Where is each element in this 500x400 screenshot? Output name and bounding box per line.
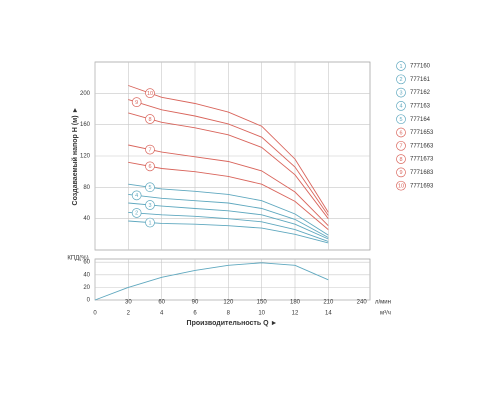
curve [94,262,329,301]
x-tick-label: 12 [292,311,299,317]
x2-tick-label: 150 [257,300,268,306]
curve-marker [145,182,155,193]
curve-marker [131,208,142,218]
y-tick-label: 80 [83,185,90,191]
curve-marker-label: 6 [148,164,151,170]
legend-label: 777163 [410,103,431,109]
curve [128,99,329,216]
curve-marker-label: 9 [135,100,138,106]
y-axis-label: Создаваемый напор H (м) ► [71,107,79,206]
y-tick-label: 0 [87,298,91,304]
legend-marker [396,114,406,125]
legend-marker-label: 4 [399,104,402,110]
x-tick-label: 2 [127,311,131,317]
x2-tick-label: 180 [290,300,301,306]
legend-marker-label: 1 [399,64,402,70]
legend-label: 777160 [410,64,431,70]
curve-marker-label: 5 [148,185,151,191]
curve-marker-label: 2 [135,211,138,217]
x2-tick-label: 240 [357,300,368,306]
curve-marker-label: 1 [148,220,151,226]
legend-marker-label: 3 [399,90,402,96]
curve [128,144,329,227]
curve-marker-label: 10 [147,91,153,97]
legend-marker [396,167,406,178]
curve-marker [145,217,155,228]
curve-marker [145,88,155,98]
y-tick-label: 200 [80,91,91,97]
legend-marker-label: 7 [399,144,402,150]
legend-label: 7771693 [410,183,434,189]
legend-marker [396,127,406,138]
legend-label: 7771673 [410,157,434,163]
x2-tick-label: 90 [192,300,199,306]
curve [128,183,329,236]
legend-label: 777164 [410,117,431,123]
x-tick-label: 14 [325,311,332,317]
x2-tick-label: 30 [125,300,132,306]
y-tick-label: 120 [80,154,91,160]
curve [128,220,329,244]
curve-marker-label: 7 [148,147,151,153]
legend-marker [396,140,406,151]
x2-unit: л/мин [375,300,391,306]
legend-marker-label: 9 [399,170,402,176]
legend-marker-label: 10 [398,183,404,189]
x2-tick-label: 210 [323,300,334,306]
legend-marker [396,74,406,85]
legend-marker [396,154,406,164]
legend-marker-label: 6 [399,130,402,136]
curve-marker [131,97,142,107]
x-tick-label: 4 [160,311,164,317]
y-axis-label: КПД(%) [67,256,88,262]
curve [128,161,329,230]
legend-marker [396,101,406,111]
legend-marker [396,180,406,191]
x-unit: м³/ч [380,311,391,317]
curve-marker-label: 8 [148,117,151,123]
x-axis-label: Производительность Q ► [187,320,278,327]
x2-tick-label: 120 [223,300,234,306]
x2-tick-label: 60 [158,300,165,306]
legend-label: 7771653 [410,130,434,136]
legend-marker-label: 8 [399,157,402,163]
curve [128,85,329,213]
curve-marker-label: 3 [148,203,151,209]
legend-marker-label: 5 [399,117,402,123]
legend-marker [396,87,406,98]
curve [128,202,329,240]
curve [128,211,329,242]
curve-marker [131,190,142,201]
legend-label: 777162 [410,90,431,96]
curve [128,112,329,219]
x-tick-label: 6 [193,311,197,317]
legend-label: 7771683 [410,170,434,176]
legend-label: 7771663 [410,143,434,149]
y-tick-label: 160 [80,122,91,128]
x-tick-label: 8 [227,311,231,317]
legend-marker-label: 2 [399,77,402,83]
x-tick-label: 10 [258,311,265,317]
curve-marker [145,114,155,124]
curve [128,193,329,238]
y-tick-label: 60 [83,260,90,266]
y-tick-label: 20 [83,285,90,291]
y-tick-label: 40 [83,272,90,278]
legend-label: 777161 [410,77,431,83]
curve-marker-label: 4 [135,193,138,199]
x-tick-label: 0 [93,311,97,317]
curve-marker [145,161,155,172]
legend-marker [396,61,406,71]
y-tick-label: 40 [83,216,90,222]
curve-marker [145,200,155,210]
curve-marker [145,144,155,155]
